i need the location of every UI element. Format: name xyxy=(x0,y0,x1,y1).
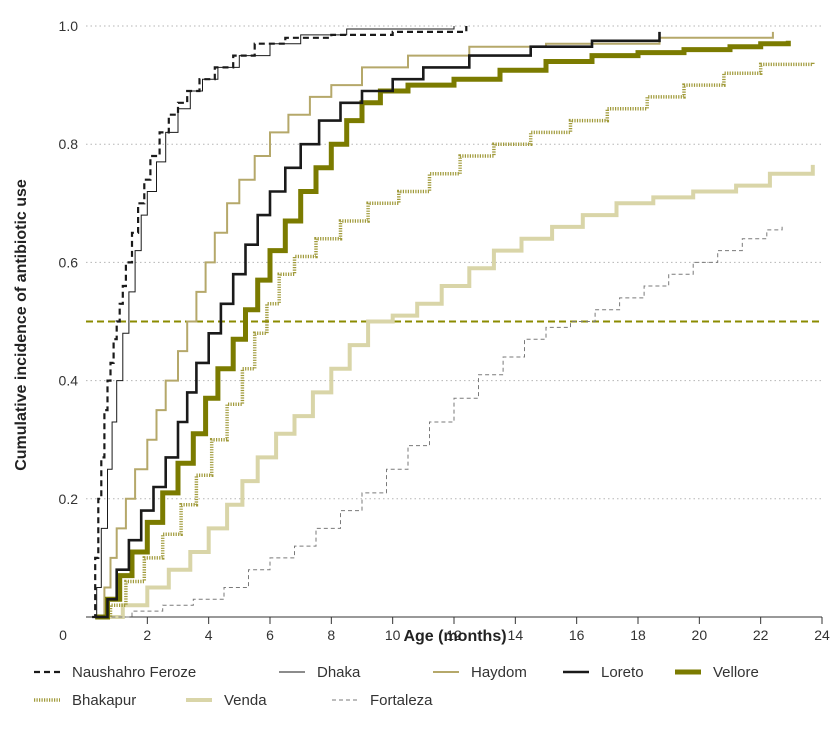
x-axis-title: Age (months) xyxy=(403,628,506,645)
y-tick-label: 0.2 xyxy=(59,491,79,507)
x-tick-label: 20 xyxy=(692,627,708,643)
legend-label: Dhaka xyxy=(317,664,361,681)
series-line-fortaleza xyxy=(104,224,783,618)
x-tick-label: 16 xyxy=(569,627,585,643)
x-tick-label: 6 xyxy=(266,627,274,643)
x-tick-label: 10 xyxy=(385,627,401,643)
legend-label: Naushahro Feroze xyxy=(72,664,196,681)
series-line-haydom xyxy=(95,31,774,618)
x-tick-label: 14 xyxy=(508,627,524,643)
y-axis-title: Cumulative incidence of antibiotic use xyxy=(13,179,30,471)
x-tick-label: 18 xyxy=(630,627,646,643)
series-line-bhakapur xyxy=(98,61,815,619)
series-line-loreto xyxy=(95,31,661,619)
legend-label: Bhakapur xyxy=(72,692,136,709)
legend: Naushahro Feroze Dhaka Haydom Loreto Vellore… xyxy=(34,664,759,709)
x-tick-label: 8 xyxy=(327,627,335,643)
x-tick-label: 24 xyxy=(814,627,830,643)
legend-label: Loreto xyxy=(601,664,644,681)
axes: 0.20.40.60.81.00 2 4 6 8 10 12 14 16 18 20 22 24 xyxy=(59,18,830,643)
x-tick-label: 22 xyxy=(753,627,769,643)
y-tick-label: 0.8 xyxy=(59,136,79,152)
series-line-venda xyxy=(101,164,815,619)
y-tick-label: 0.6 xyxy=(59,254,79,270)
y-tick-label: 1.0 xyxy=(59,18,79,34)
legend-label: Venda xyxy=(224,692,267,709)
legend-label: Fortaleza xyxy=(370,692,433,709)
series-line-vellore xyxy=(95,40,791,620)
legend-label: Haydom xyxy=(471,664,527,681)
x-tick-label: 0 xyxy=(59,627,67,643)
x-tick-label: 12 xyxy=(446,627,462,643)
y-tick-label: 0.4 xyxy=(59,373,79,389)
series-group xyxy=(92,26,815,620)
legend-label: Vellore xyxy=(713,664,759,681)
x-tick-label: 2 xyxy=(143,627,151,643)
series-line-naushahro-feroze xyxy=(92,26,468,619)
x-tick-label: 4 xyxy=(205,627,213,643)
series-line-dhaka xyxy=(92,26,455,618)
